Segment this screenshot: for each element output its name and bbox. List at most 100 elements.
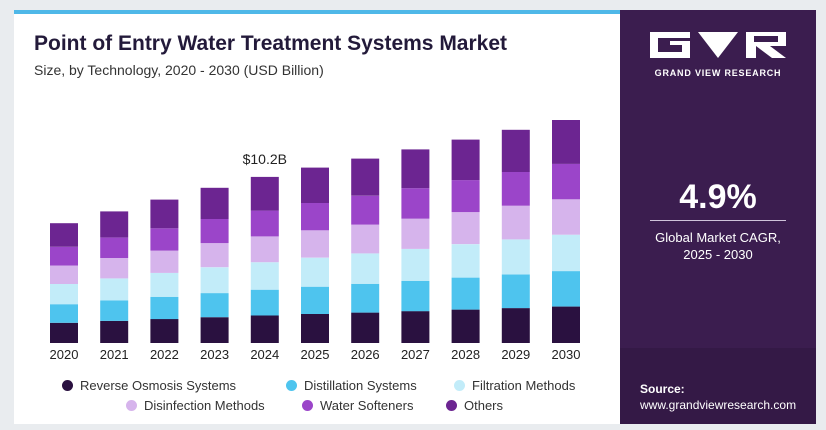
bar-segment-2020-3 xyxy=(50,265,78,284)
bar-segment-2023-2 xyxy=(200,267,229,294)
bar-segment-2030-2 xyxy=(552,234,580,272)
bar-segment-2021-3 xyxy=(100,258,129,279)
legend-swatch xyxy=(446,400,457,411)
bar-segment-2026-4 xyxy=(351,195,380,225)
brand-name: GRAND VIEW RESEARCH xyxy=(654,68,782,78)
legend-swatch xyxy=(286,380,297,391)
legend-item: Water Softeners xyxy=(302,398,413,413)
bar-segment-2030-0 xyxy=(552,306,580,343)
legend-item: Filtration Methods xyxy=(454,378,575,393)
legend-item: Distillation Systems xyxy=(286,378,417,393)
bar-segment-2022-0 xyxy=(150,319,179,343)
cagr-label-line1: Global Market CAGR, xyxy=(655,230,781,245)
cagr-value: 4.9% xyxy=(679,178,757,216)
legend-label: Reverse Osmosis Systems xyxy=(80,378,237,393)
x-tick-label: 2021 xyxy=(100,347,129,362)
bar-segment-2022-4 xyxy=(150,228,179,251)
x-tick-label: 2029 xyxy=(501,347,530,362)
bar-segment-2027-0 xyxy=(401,311,430,343)
bar-segment-2027-3 xyxy=(401,218,430,249)
source-footer xyxy=(620,348,816,424)
bar-segment-2029-1 xyxy=(501,274,530,309)
bar-segment-2023-3 xyxy=(200,243,229,268)
bar-segment-2025-3 xyxy=(301,230,329,258)
bar-segment-2021-5 xyxy=(100,211,129,238)
legend-swatch xyxy=(62,380,73,391)
x-tick-label: 2024 xyxy=(250,347,279,362)
bar-segment-2020-1 xyxy=(50,304,78,323)
stacked-bar-chart: 2020 2021 2022 2023 2024 $10.2B 2025 2026 2027 20… xyxy=(50,120,580,362)
chart-legend: Reverse Osmosis Systems Distillation Syst… xyxy=(14,374,620,418)
bar-segment-2021-0 xyxy=(100,320,129,343)
legend-label: Filtration Methods xyxy=(472,378,576,393)
bar-segment-2027-1 xyxy=(401,280,430,312)
bar-segment-2029-3 xyxy=(501,205,530,240)
legend-item: Disinfection Methods xyxy=(126,398,265,413)
bar-segment-2021-2 xyxy=(100,278,129,301)
bar-segment-2026-0 xyxy=(351,312,380,343)
bar-segment-2026-3 xyxy=(351,224,380,254)
bar-segment-2023-5 xyxy=(200,187,229,219)
cagr-label: Global Market CAGR, 2025 - 2030 xyxy=(620,229,816,263)
legend-label: Distillation Systems xyxy=(304,378,417,393)
legend-swatch xyxy=(454,380,465,391)
chart-title: Point of Entry Water Treatment Systems M… xyxy=(34,32,508,55)
bar-segment-2025-0 xyxy=(301,314,329,343)
bar-segment-2030-1 xyxy=(552,271,580,307)
bar-segment-2028-0 xyxy=(451,309,480,343)
bar-segment-2021-1 xyxy=(100,300,129,321)
bar-segment-2025-1 xyxy=(301,286,329,314)
bar-segment-2030-3 xyxy=(552,199,580,235)
bar-segment-2029-4 xyxy=(501,172,530,206)
bar-segment-2028-5 xyxy=(451,139,480,181)
x-tick-label: 2022 xyxy=(150,347,179,362)
bar-segment-2024-4 xyxy=(250,210,279,237)
bar-segment-2027-2 xyxy=(401,248,430,281)
bar-segment-2027-5 xyxy=(401,149,430,189)
bar-segment-2028-1 xyxy=(451,277,480,310)
bar-segment-2022-2 xyxy=(150,272,179,297)
chart-card: Point of Entry Water Treatment Systems M… xyxy=(14,10,816,424)
bar-segment-2025-5 xyxy=(301,167,329,203)
bar-segment-2024-2 xyxy=(250,262,279,290)
x-tick-label: 2025 xyxy=(301,347,330,362)
bar-segment-2029-2 xyxy=(501,239,530,275)
bar-segment-2020-4 xyxy=(50,246,78,266)
bar-segment-2024-1 xyxy=(250,289,279,316)
bar-segment-2022-5 xyxy=(150,199,179,229)
bar-segment-2028-3 xyxy=(451,212,480,245)
legend-swatch xyxy=(302,400,313,411)
bar-segment-2022-3 xyxy=(150,250,179,273)
bar-segment-2023-1 xyxy=(200,293,229,318)
bar-segment-2021-4 xyxy=(100,237,129,258)
legend-label: Disinfection Methods xyxy=(144,398,265,413)
bar-segment-2024-5 xyxy=(250,176,279,211)
legend-item: Others xyxy=(446,398,503,413)
bar-segment-2028-2 xyxy=(451,244,480,278)
legend-item: Reverse Osmosis Systems xyxy=(62,378,236,393)
x-tick-label: 2028 xyxy=(451,347,480,362)
bar-segment-2020-0 xyxy=(50,322,78,343)
legend-label: Others xyxy=(464,398,504,413)
legend-label: Water Softeners xyxy=(320,398,414,413)
source-url[interactable]: www.grandviewresearch.com xyxy=(640,398,797,412)
bar-segment-2024-3 xyxy=(250,236,279,263)
bar-segment-2023-4 xyxy=(200,219,229,244)
bar-segment-2026-1 xyxy=(351,283,380,313)
bar-segment-2026-5 xyxy=(351,158,380,196)
bar-segment-2020-2 xyxy=(50,284,78,305)
legend-swatch xyxy=(126,400,137,411)
top-accent-bar xyxy=(14,10,620,14)
bar-segment-2030-4 xyxy=(552,163,580,200)
x-tick-label: 2027 xyxy=(401,347,430,362)
bar-segment-2024-0 xyxy=(250,315,279,343)
x-tick-label: 2023 xyxy=(200,347,229,362)
gvr-logo-icon xyxy=(650,32,786,58)
bar-segment-2025-2 xyxy=(301,257,329,287)
side-panel: GRAND VIEW RESEARCH 4.9% Global Market C… xyxy=(620,10,816,424)
bar-segment-2028-4 xyxy=(451,180,480,213)
chart-subtitle: Size, by Technology, 2020 - 2030 (USD Bi… xyxy=(34,62,324,78)
cagr-label-line2: 2025 - 2030 xyxy=(683,247,753,262)
x-tick-label: 2026 xyxy=(351,347,380,362)
bar-segment-2020-5 xyxy=(50,223,78,247)
